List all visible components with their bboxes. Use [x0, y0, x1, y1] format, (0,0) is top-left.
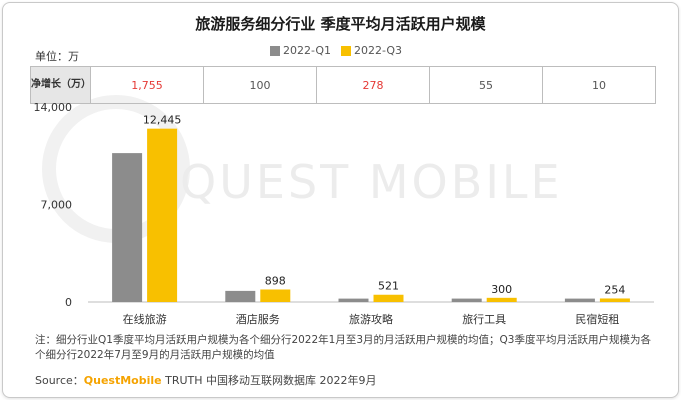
x-tick-label: 旅行工具	[462, 312, 506, 326]
x-tick-label: 在线旅游	[123, 312, 167, 326]
net-growth-cell: 1,755	[91, 67, 204, 103]
data-label-q3: 12,445	[143, 114, 182, 127]
source-rest: TRUTH 中国移动互联网数据库 2022年9月	[161, 374, 377, 387]
bar-q3	[599, 298, 630, 302]
bar-q3	[373, 294, 404, 302]
net-growth-cell: 278	[317, 67, 430, 103]
net-growth-label: 净增长（万）	[31, 67, 91, 103]
data-label-q3: 898	[265, 274, 286, 287]
data-label-q3: 300	[491, 283, 512, 296]
net-growth-cell: 10	[592, 78, 606, 92]
x-tick-label: 旅游攻略	[349, 312, 393, 326]
y-tick-label: 0	[65, 296, 72, 309]
legend-item-q3: 2022-Q3	[341, 44, 402, 57]
bar-q1	[338, 298, 369, 302]
source-prefix: Source：	[35, 374, 84, 387]
x-tick-label: 酒店服务	[236, 312, 280, 326]
legend-item-q1: 2022-Q1	[270, 44, 331, 57]
source-brand: QuestMobile	[83, 374, 162, 387]
data-label-q3: 254	[604, 283, 625, 296]
legend-label-q3: 2022-Q3	[354, 44, 403, 57]
data-label-q3: 521	[378, 280, 399, 293]
footnote: 注：细分行业Q1季度平均月活跃用户规模为各个细分行2022年1月至3月的月活跃用…	[35, 334, 651, 361]
net-growth-table: 净增长（万） 1,755 100 278 55 10	[30, 66, 656, 104]
net-growth-cell: 55	[430, 67, 543, 103]
bar-q3	[147, 128, 178, 302]
bar-q3	[486, 297, 517, 302]
y-tick-label: 7,000	[41, 199, 73, 212]
bar-q1	[112, 153, 143, 302]
legend-swatch-q3	[341, 45, 352, 56]
y-tick-label: 14,000	[34, 101, 73, 114]
bar-q1	[564, 298, 595, 302]
net-growth-cell: 100	[204, 67, 317, 103]
source-line: Source：QuestMobile TRUTH 中国移动互联网数据库 2022…	[35, 372, 377, 388]
x-tick-label: 民宿短租	[575, 312, 619, 326]
legend-swatch-q1	[270, 45, 280, 56]
bar-q3	[260, 289, 291, 302]
legend: 2022-Q1 2022-Q3	[270, 44, 402, 57]
chart-title: 旅游服务细分行业 季度平均月活跃用户规模	[195, 15, 486, 33]
unit-label: 单位：万	[35, 50, 79, 63]
bar-q1	[225, 290, 256, 302]
bar-q1	[451, 298, 482, 302]
legend-label-q1: 2022-Q1	[283, 44, 332, 57]
